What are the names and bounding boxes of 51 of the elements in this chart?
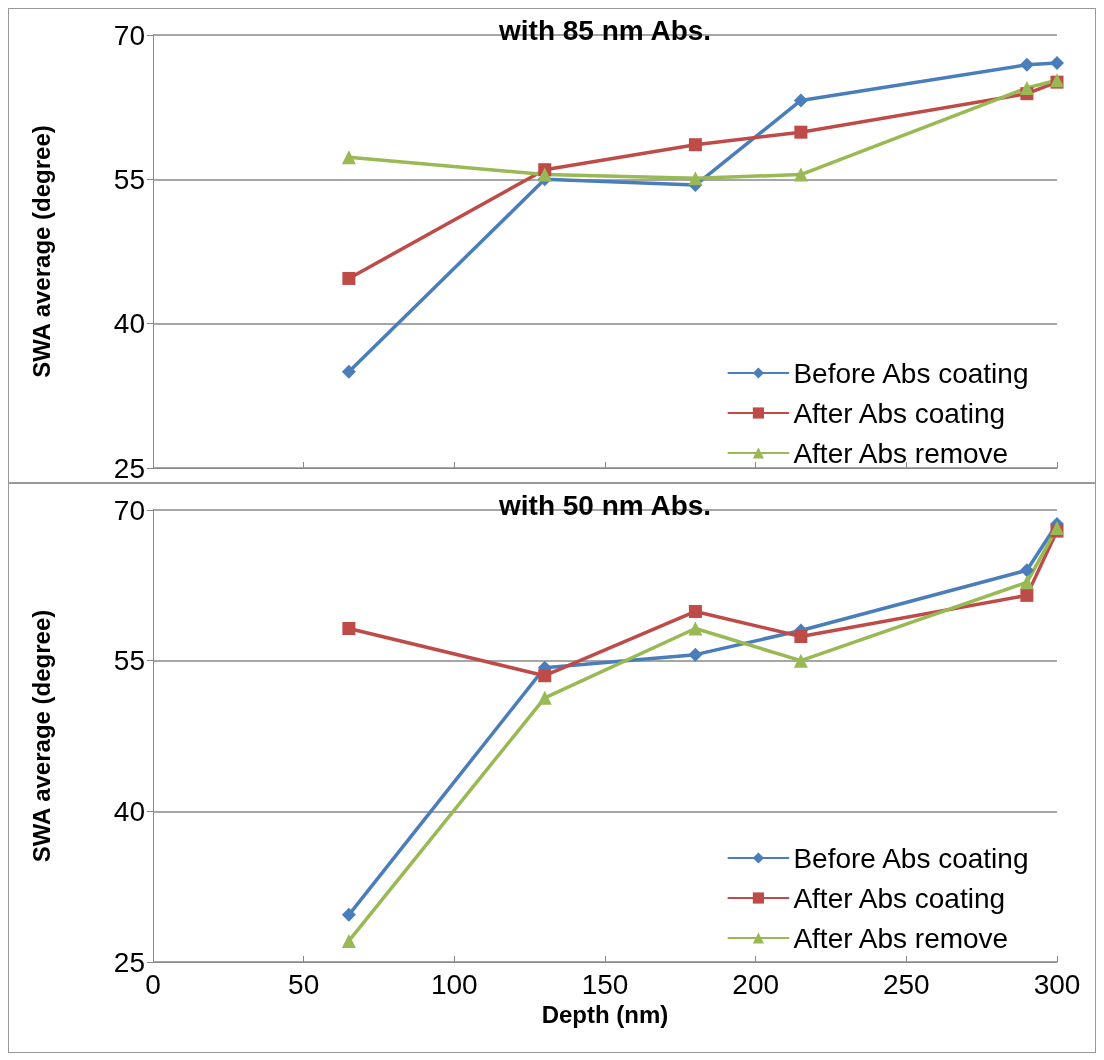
- x-tick-label: 300: [1033, 968, 1081, 1000]
- x-tick-label: 50: [288, 968, 320, 1000]
- point: [341, 150, 356, 165]
- point: [342, 622, 356, 636]
- y-tick-label: 55: [113, 645, 145, 677]
- point: [537, 690, 552, 705]
- legend-label: After Abs remove: [793, 922, 1009, 954]
- point: [537, 167, 552, 182]
- y-axis-title: SWA average (degree): [27, 125, 55, 378]
- legend-label: After Abs remove: [793, 437, 1009, 469]
- point: [793, 653, 808, 668]
- point: [1020, 588, 1034, 602]
- legend-label: After Abs coating: [793, 397, 1006, 429]
- point: [1019, 57, 1034, 72]
- y-axis-title: SWA average (degree): [27, 609, 55, 863]
- legend-label: Before Abs coating: [793, 357, 1029, 389]
- x-tick-label: 250: [882, 968, 930, 1000]
- point: [538, 669, 552, 683]
- chart-title: with 85 nm Abs.: [498, 14, 712, 46]
- point: [688, 604, 702, 618]
- x-tick-label: 0: [145, 968, 161, 1000]
- x-tick-label: 200: [732, 968, 780, 1000]
- y-tick-label: 25: [113, 946, 145, 978]
- point: [341, 907, 356, 922]
- y-tick-label: 55: [113, 163, 145, 195]
- y-tick-label: 70: [113, 19, 145, 51]
- point: [342, 271, 356, 285]
- x-tick-label: 150: [581, 968, 629, 1000]
- point: [1050, 55, 1064, 70]
- point: [688, 621, 703, 636]
- chart-title: with 50 nm Abs.: [498, 489, 712, 521]
- point: [794, 125, 808, 139]
- point: [1019, 80, 1034, 95]
- point: [688, 647, 703, 662]
- point: [688, 171, 703, 186]
- x-tick-label: 100: [430, 968, 478, 1000]
- legend-label: After Abs coating: [793, 882, 1006, 914]
- point: [1019, 563, 1034, 578]
- y-tick-label: 40: [113, 308, 145, 340]
- legend-label: Before Abs coating: [793, 842, 1029, 874]
- x-axis-title: Depth (nm): [541, 1001, 669, 1029]
- point: [1019, 575, 1034, 590]
- point: [793, 93, 808, 108]
- y-tick-label: 40: [113, 795, 145, 827]
- point: [688, 138, 702, 152]
- point: [794, 630, 808, 644]
- point: [341, 364, 356, 379]
- point: [793, 167, 808, 182]
- y-tick-label: 25: [113, 452, 145, 484]
- y-tick-label: 70: [113, 494, 145, 526]
- point: [341, 933, 356, 948]
